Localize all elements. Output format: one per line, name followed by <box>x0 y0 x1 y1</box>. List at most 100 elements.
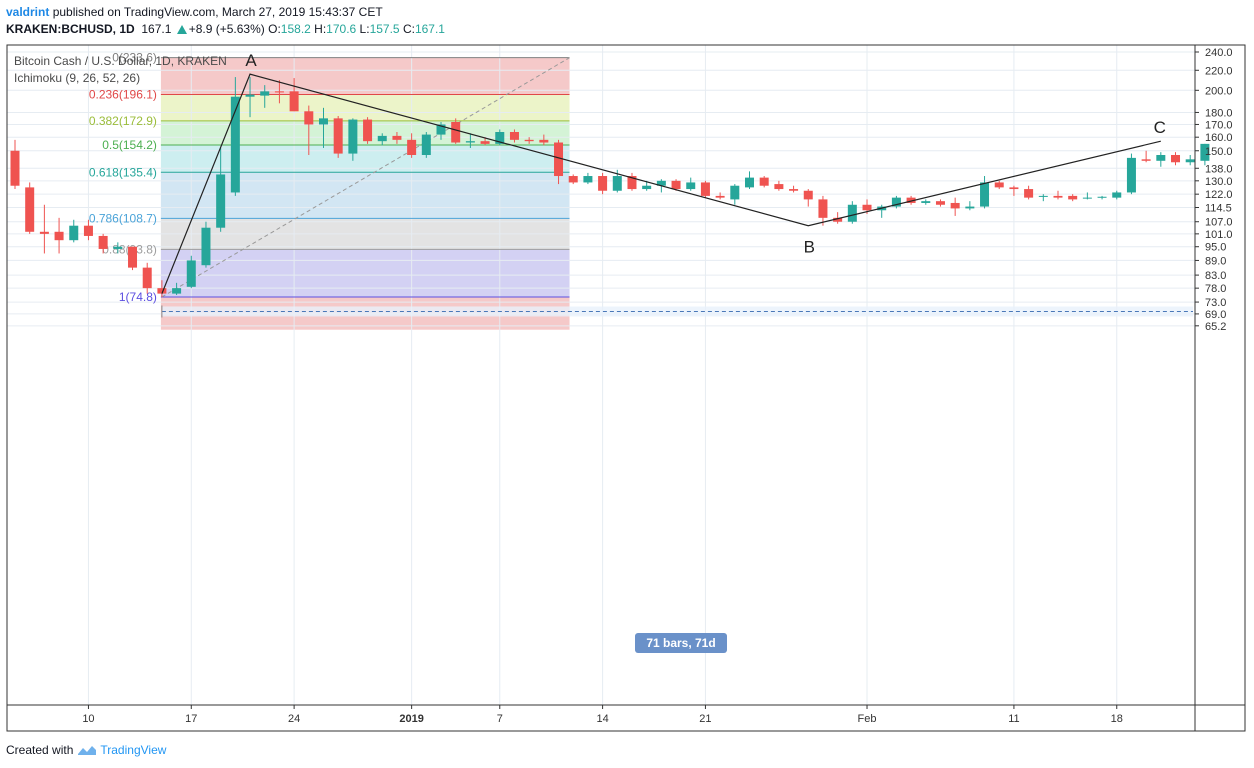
pattern-point-c: C <box>1154 118 1166 137</box>
candle-dec-08[interactable] <box>54 217 64 254</box>
candle-feb-08[interactable] <box>965 201 975 211</box>
candle-jan-08[interactable] <box>509 129 519 143</box>
candle-dec-26[interactable] <box>318 107 328 148</box>
candle-jan-29[interactable] <box>818 195 828 226</box>
y-tick-label: 89.0 <box>1205 255 1226 267</box>
indicator-title[interactable]: Ichimoku (9, 26, 52, 26) <box>14 71 141 85</box>
candle-feb-20[interactable] <box>1141 150 1151 163</box>
candle-dec-19[interactable] <box>216 147 226 232</box>
candle-jan-10[interactable] <box>539 134 549 146</box>
candle-jan-24[interactable] <box>745 171 754 190</box>
candle-dec-18[interactable] <box>201 221 211 268</box>
candle-body <box>833 217 843 222</box>
tradingview-logo-icon <box>78 746 97 755</box>
candle-jan-17[interactable] <box>642 180 652 191</box>
candle-jan-05[interactable] <box>465 133 475 148</box>
candle-feb-23[interactable] <box>1185 154 1195 166</box>
candle-dec-24[interactable] <box>289 78 299 112</box>
candle-jan-13[interactable] <box>583 172 593 185</box>
candle-dec-31[interactable] <box>392 132 402 144</box>
candle-dec-13[interactable] <box>128 246 138 271</box>
candle-feb-07[interactable] <box>950 197 960 216</box>
candle-feb-09[interactable] <box>980 176 990 209</box>
candle-dec-21[interactable] <box>245 77 255 118</box>
candle-feb-16[interactable] <box>1082 192 1092 200</box>
candle-jan-26[interactable] <box>774 180 784 191</box>
candle-feb-14[interactable] <box>1053 190 1063 200</box>
candle-jan-16[interactable] <box>627 172 637 191</box>
candle-jan-09[interactable] <box>524 137 534 144</box>
candle-feb-06[interactable] <box>935 199 945 207</box>
candle-dec-27[interactable] <box>333 115 343 158</box>
date-range-tool[interactable]: 71 bars, 71d <box>161 305 1193 653</box>
candle-jan-12[interactable] <box>568 174 578 185</box>
candle-body <box>1171 154 1181 163</box>
candle-dec-09[interactable] <box>69 219 79 243</box>
candle-dec-16[interactable] <box>172 282 182 295</box>
y-tick-label: 130.0 <box>1205 176 1233 188</box>
y-tick-label: 138.0 <box>1205 163 1233 175</box>
candle-feb-11[interactable] <box>1009 185 1019 196</box>
author-name[interactable]: valdrint <box>6 5 50 19</box>
candle-feb-13[interactable] <box>1038 194 1048 202</box>
candle-dec-05[interactable] <box>10 139 20 190</box>
candle-feb-22[interactable] <box>1171 152 1181 166</box>
candle-jan-03[interactable] <box>436 121 446 140</box>
candle-dec-10[interactable] <box>83 219 93 241</box>
candle-dec-20[interactable] <box>230 77 240 196</box>
candle-feb-17[interactable] <box>1097 195 1107 200</box>
candle-jan-14[interactable] <box>598 172 608 195</box>
candle-dec-29[interactable] <box>363 117 373 144</box>
candle-jan-07[interactable] <box>495 129 505 146</box>
candle-dec-25[interactable] <box>304 105 314 155</box>
candle-dec-30[interactable] <box>377 133 387 146</box>
series-title[interactable]: Bitcoin Cash / U.S. Dollar, 1D, KRAKEN <box>14 54 227 68</box>
candle-jan-22[interactable] <box>715 192 725 200</box>
candle-jan-21[interactable] <box>700 180 710 198</box>
candle-jan-11[interactable] <box>554 139 564 185</box>
candle-body <box>1156 154 1166 161</box>
abc-pattern[interactable]: A B C <box>161 51 1166 294</box>
candle-jan-01[interactable] <box>407 133 417 158</box>
candle-dec-23[interactable] <box>274 80 284 104</box>
candle-feb-15[interactable] <box>1068 194 1078 202</box>
candle-dec-28[interactable] <box>348 118 358 161</box>
candle-dec-17[interactable] <box>186 255 196 289</box>
candle-jan-02[interactable] <box>421 132 431 158</box>
candle-feb-03[interactable] <box>891 195 901 209</box>
candle-jan-28[interactable] <box>803 189 813 207</box>
candle-dec-06[interactable] <box>25 182 35 234</box>
candle-jan-25[interactable] <box>759 176 769 188</box>
candle-dec-22[interactable] <box>260 85 270 108</box>
candle-feb-24[interactable] <box>1200 143 1210 166</box>
candles[interactable] <box>10 77 1210 297</box>
pattern-line[interactable] <box>161 73 1161 294</box>
tradingview-brand[interactable]: TradingView <box>100 743 167 757</box>
candle-jan-20[interactable] <box>686 177 696 191</box>
candle-feb-18[interactable] <box>1112 190 1122 200</box>
candle-dec-11[interactable] <box>98 233 108 254</box>
candle-body <box>524 139 534 142</box>
candle-feb-21[interactable] <box>1156 152 1166 167</box>
candle-feb-10[interactable] <box>994 180 1004 190</box>
y-tick-label: 180.0 <box>1205 107 1233 119</box>
candle-feb-04[interactable] <box>906 195 916 205</box>
candle-jan-23[interactable] <box>730 184 740 205</box>
candle-dec-07[interactable] <box>39 204 49 254</box>
candle-jan-19[interactable] <box>671 179 681 191</box>
candle-feb-05[interactable] <box>921 199 931 205</box>
candle-jan-30[interactable] <box>833 212 843 224</box>
candle-jan-04[interactable] <box>451 118 461 144</box>
candle-jan-27[interactable] <box>789 185 799 193</box>
candle-dec-15[interactable] <box>157 280 167 297</box>
candle-feb-19[interactable] <box>1126 153 1136 195</box>
candle-jan-31[interactable] <box>847 201 857 224</box>
candle-body <box>54 231 64 241</box>
candle-dec-14[interactable] <box>142 262 152 294</box>
fib-trend-line[interactable] <box>161 57 570 298</box>
candle-dec-12[interactable] <box>113 242 123 254</box>
candle-feb-12[interactable] <box>1024 185 1034 200</box>
time-axis[interactable]: 10 17 24 2019 7 14 21 Feb 11 18 <box>82 705 1123 725</box>
